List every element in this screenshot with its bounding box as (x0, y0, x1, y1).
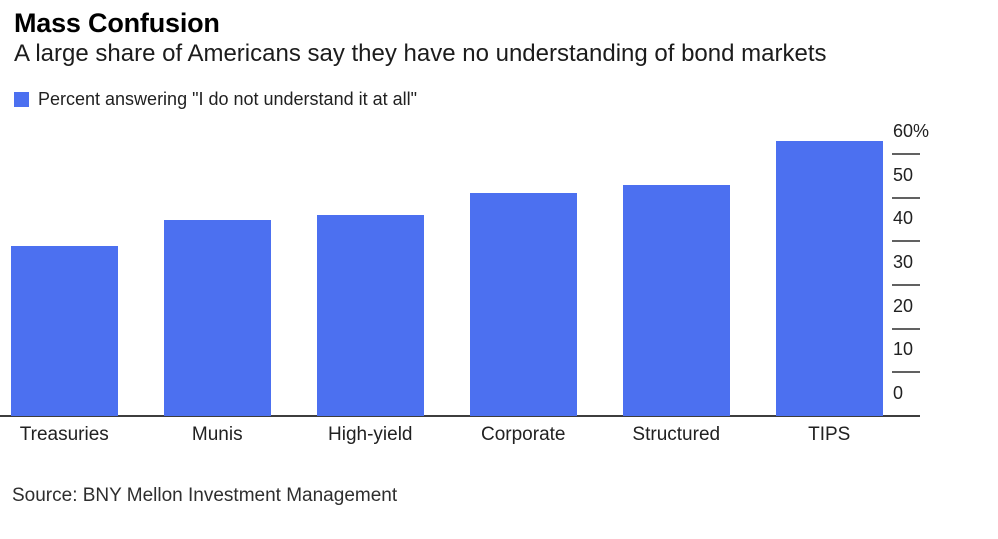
y-tick-label-0: 0 (893, 383, 904, 403)
bar-treasuries (11, 245, 118, 416)
x-axis-baseline (0, 415, 920, 417)
y-tick-label-40: 40 (893, 208, 914, 229)
y-tick-label-50: 50 (893, 164, 914, 185)
y-tick-label-20: 20 (893, 295, 914, 316)
bar-high-yield (317, 215, 424, 416)
x-label-structured: Structured (632, 424, 721, 445)
chart-title: Mass Confusion (14, 8, 220, 38)
x-label-tips: TIPS (808, 424, 851, 445)
bar-corporate (470, 193, 577, 416)
x-label-corporate: Corporate (481, 424, 566, 445)
bar-munis (164, 219, 271, 416)
legend-swatch-icon (14, 92, 29, 107)
x-label-munis: Munis (191, 424, 243, 445)
chart-subtitle: A large share of Americans say they have… (14, 40, 827, 67)
y-tick-10 (892, 371, 920, 374)
y-tick-label-60: 60% (893, 121, 930, 141)
bar-structured (623, 184, 730, 416)
y-tick-20 (892, 327, 920, 330)
y-tick-30 (892, 284, 920, 286)
y-tick-40 (892, 240, 920, 243)
y-tick-label-10: 10 (893, 339, 914, 360)
x-label-treasuries: Treasuries (19, 424, 109, 445)
y-tick-50 (892, 196, 920, 199)
source-note: Source: BNY Mellon Investment Management (12, 485, 398, 506)
y-tick-60 (892, 153, 920, 155)
chart-legend: Percent answering "I do not understand i… (14, 89, 417, 110)
legend-label: Percent answering "I do not understand i… (38, 89, 418, 109)
y-tick-label-30: 30 (893, 252, 914, 272)
x-label-high-yield: High-yield (328, 424, 413, 445)
bar-tips (776, 140, 883, 416)
